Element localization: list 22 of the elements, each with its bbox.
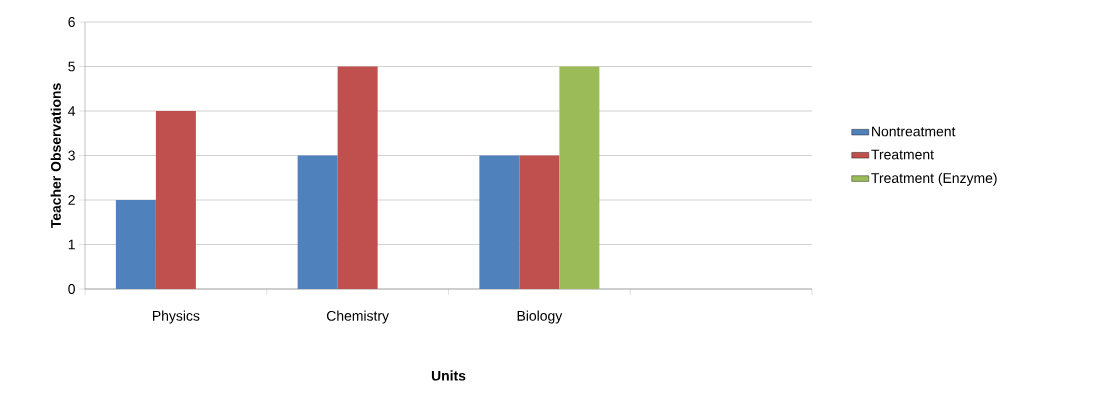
bar [337, 66, 378, 289]
x-tick-label: Biology [517, 310, 563, 324]
x-axis-title: Units [431, 370, 466, 381]
legend-label: Treatment (Enzyme) [871, 172, 997, 186]
y-tick-label: 4 [68, 106, 76, 116]
y-tick-label: 2 [68, 195, 75, 205]
y-axis-title: Teacher Observations [50, 83, 61, 229]
legend-label: Nontreatment [872, 126, 956, 137]
y-tick-label: 1 [68, 239, 75, 250]
x-tick-label: Chemistry [326, 310, 389, 324]
y-tick-label: 6 [68, 17, 75, 27]
y-tick-label: 3 [68, 150, 75, 161]
bar [519, 155, 560, 289]
bar [115, 200, 156, 289]
bar [479, 155, 520, 289]
legend-label: Treatment [871, 149, 934, 160]
bar [297, 155, 338, 289]
x-tick-label: Physics [152, 310, 200, 324]
bar [559, 66, 600, 289]
y-tick-label: 5 [68, 61, 75, 72]
y-tick-label: 0 [68, 284, 75, 294]
bar [155, 111, 196, 289]
